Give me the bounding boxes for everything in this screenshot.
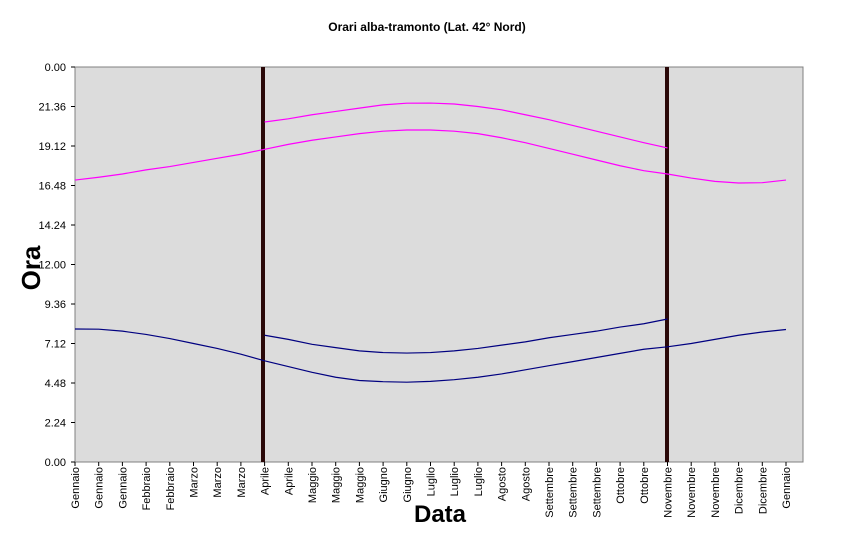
x-tick-label: Luglio <box>449 467 461 496</box>
x-tick-label: Marzo <box>189 467 201 498</box>
y-tick-label: 0.00 <box>45 62 66 74</box>
y-tick-label: 0.00 <box>45 457 66 469</box>
x-axis-label: Data <box>414 501 467 528</box>
plot-area <box>74 66 804 463</box>
x-tick-label: Maggio <box>331 467 343 503</box>
y-tick-label: 14.24 <box>38 220 66 232</box>
x-tick-label: Giugno <box>402 467 414 502</box>
x-tick-label: Luglio <box>426 467 438 496</box>
x-tick-label: Settembre <box>544 467 556 518</box>
y-tick-label: 9.36 <box>45 299 66 311</box>
series-line <box>74 129 787 184</box>
x-tick-label: Marzo <box>236 467 248 498</box>
x-tick-label: Maggio <box>307 467 319 503</box>
x-tick-label: Novembre <box>710 467 722 518</box>
x-tick-label: Aprile <box>283 467 295 495</box>
series-line <box>264 102 668 149</box>
x-tick-label: Maggio <box>354 467 366 503</box>
x-tick-label: Settembre <box>591 467 603 518</box>
x-tick-label: Novembre <box>663 467 675 518</box>
x-tick-label: Giugno <box>378 467 390 502</box>
x-tick-label: Luglio <box>473 467 485 496</box>
y-tick-label: 16.48 <box>38 181 66 193</box>
x-tick-label: Dicembre <box>757 467 769 514</box>
x-tick-label: Gennaio <box>94 467 106 509</box>
x-tick-label: Gennaio <box>117 467 129 509</box>
x-tick-label: Dicembre <box>734 467 746 514</box>
x-tick-label: Ottobre <box>615 467 627 504</box>
x-tick-label: Febbraio <box>165 467 177 510</box>
series-line <box>74 328 787 383</box>
y-tick-label: 2.24 <box>45 418 66 430</box>
x-tick-label: Settembre <box>568 467 580 518</box>
y-axis-label: Ora <box>16 245 46 290</box>
y-tick-label: 4.48 <box>45 378 66 390</box>
chart-title: Orari alba-tramonto (Lat. 42° Nord) <box>328 20 526 34</box>
series-line <box>264 318 668 354</box>
x-tick-label: Aprile <box>260 467 272 495</box>
x-tick-label: Marzo <box>212 467 224 498</box>
x-tick-label: Novembre <box>686 467 698 518</box>
x-tick-label: Gennaio <box>781 467 793 509</box>
x-tick-label: Febbraio <box>141 467 153 510</box>
y-tick-label: 12.00 <box>38 260 66 272</box>
y-tick-label: 19.12 <box>38 141 66 153</box>
y-tick-label: 21.36 <box>38 102 66 114</box>
x-tick-label: Gennaio <box>70 467 82 509</box>
x-tick-label: Ottobre <box>639 467 651 504</box>
x-tick-label: Agosto <box>497 467 509 501</box>
y-tick-label: 7.12 <box>45 339 66 351</box>
x-tick-label: Agosto <box>520 467 532 501</box>
